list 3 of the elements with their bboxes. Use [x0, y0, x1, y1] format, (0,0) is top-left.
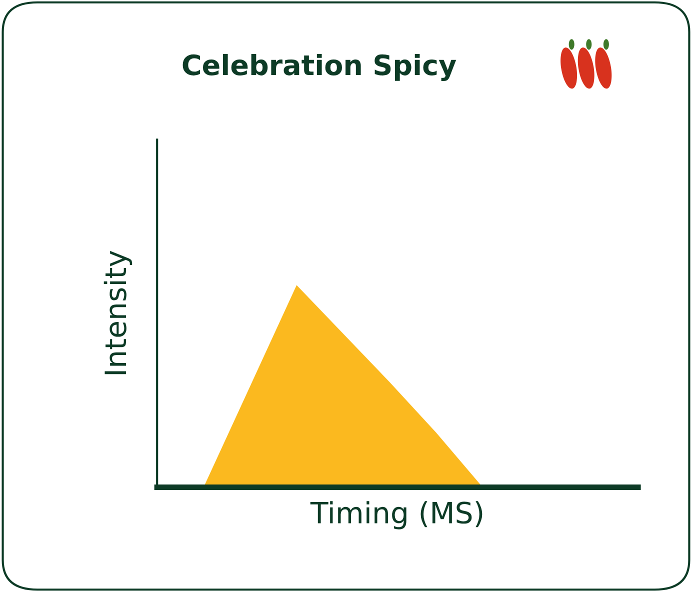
- chart-title: Celebration Spicy: [182, 54, 456, 82]
- y-axis-title: Intensity: [104, 250, 132, 374]
- x-axis-title: Timing (MS): [310, 501, 482, 530]
